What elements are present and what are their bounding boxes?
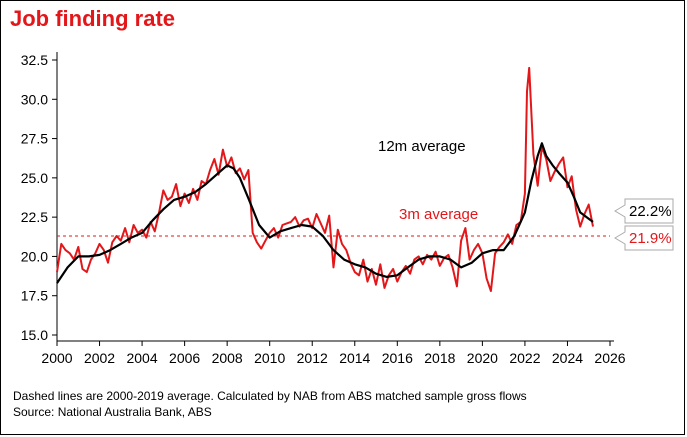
x-tick-label: 2014: [339, 350, 370, 366]
x-tick-label: 2016: [382, 350, 413, 366]
x-tick-label: 2010: [254, 350, 285, 366]
x-tick-label: 2000: [41, 350, 72, 366]
y-tick-label: 25.0: [21, 170, 48, 186]
y-tick-label: 27.5: [21, 131, 48, 147]
x-tick-label: 2008: [212, 350, 243, 366]
series-lines: [56, 66, 594, 292]
callout-12m-box: [614, 198, 674, 224]
y-tick-label: 32.5: [21, 52, 48, 68]
x-tick-label: 2004: [126, 350, 157, 366]
series-line-12m: [56, 142, 594, 284]
source-note: Source: National Australia Bank, ABS: [13, 405, 212, 419]
x-tick-label: 2024: [552, 350, 583, 366]
x-tick-label: 2006: [169, 350, 200, 366]
x-tick-label: 2012: [297, 350, 328, 366]
annotations: 12m average 3m average 22.2% 21.9%: [378, 138, 674, 251]
y-tick-label: 30.0: [21, 91, 48, 107]
y-tick-label: 15.0: [21, 327, 48, 343]
series-line-3m: [56, 66, 594, 292]
label-3m-average: 3m average: [399, 206, 478, 223]
label-12m-average: 12m average: [378, 138, 466, 155]
x-tick-label: 2002: [84, 350, 115, 366]
x-tick-label: 2022: [509, 350, 540, 366]
footnote: Dashed lines are 2000-2019 average. Calc…: [13, 389, 527, 403]
callout-3m-box: [614, 225, 674, 251]
callout-3m-text: 21.9%: [629, 230, 672, 247]
callout-3m: 21.9%: [614, 225, 674, 251]
y-tick-label: 22.5: [21, 209, 48, 225]
x-tick-label: 2018: [424, 350, 455, 366]
x-tick-label: 2026: [594, 350, 625, 366]
y-tick-label: 20.0: [21, 248, 48, 264]
x-tick-label: 2020: [467, 350, 498, 366]
axes: 15.0 17.5 20.0 22.5 25.0 27.5 30.0 32.5 2000 2002…: [21, 52, 626, 366]
callout-12m-text: 22.2%: [629, 203, 672, 220]
y-tick-label: 17.5: [21, 288, 48, 304]
callout-12m: 22.2%: [614, 198, 674, 224]
chart-title: Job finding rate: [10, 6, 175, 31]
